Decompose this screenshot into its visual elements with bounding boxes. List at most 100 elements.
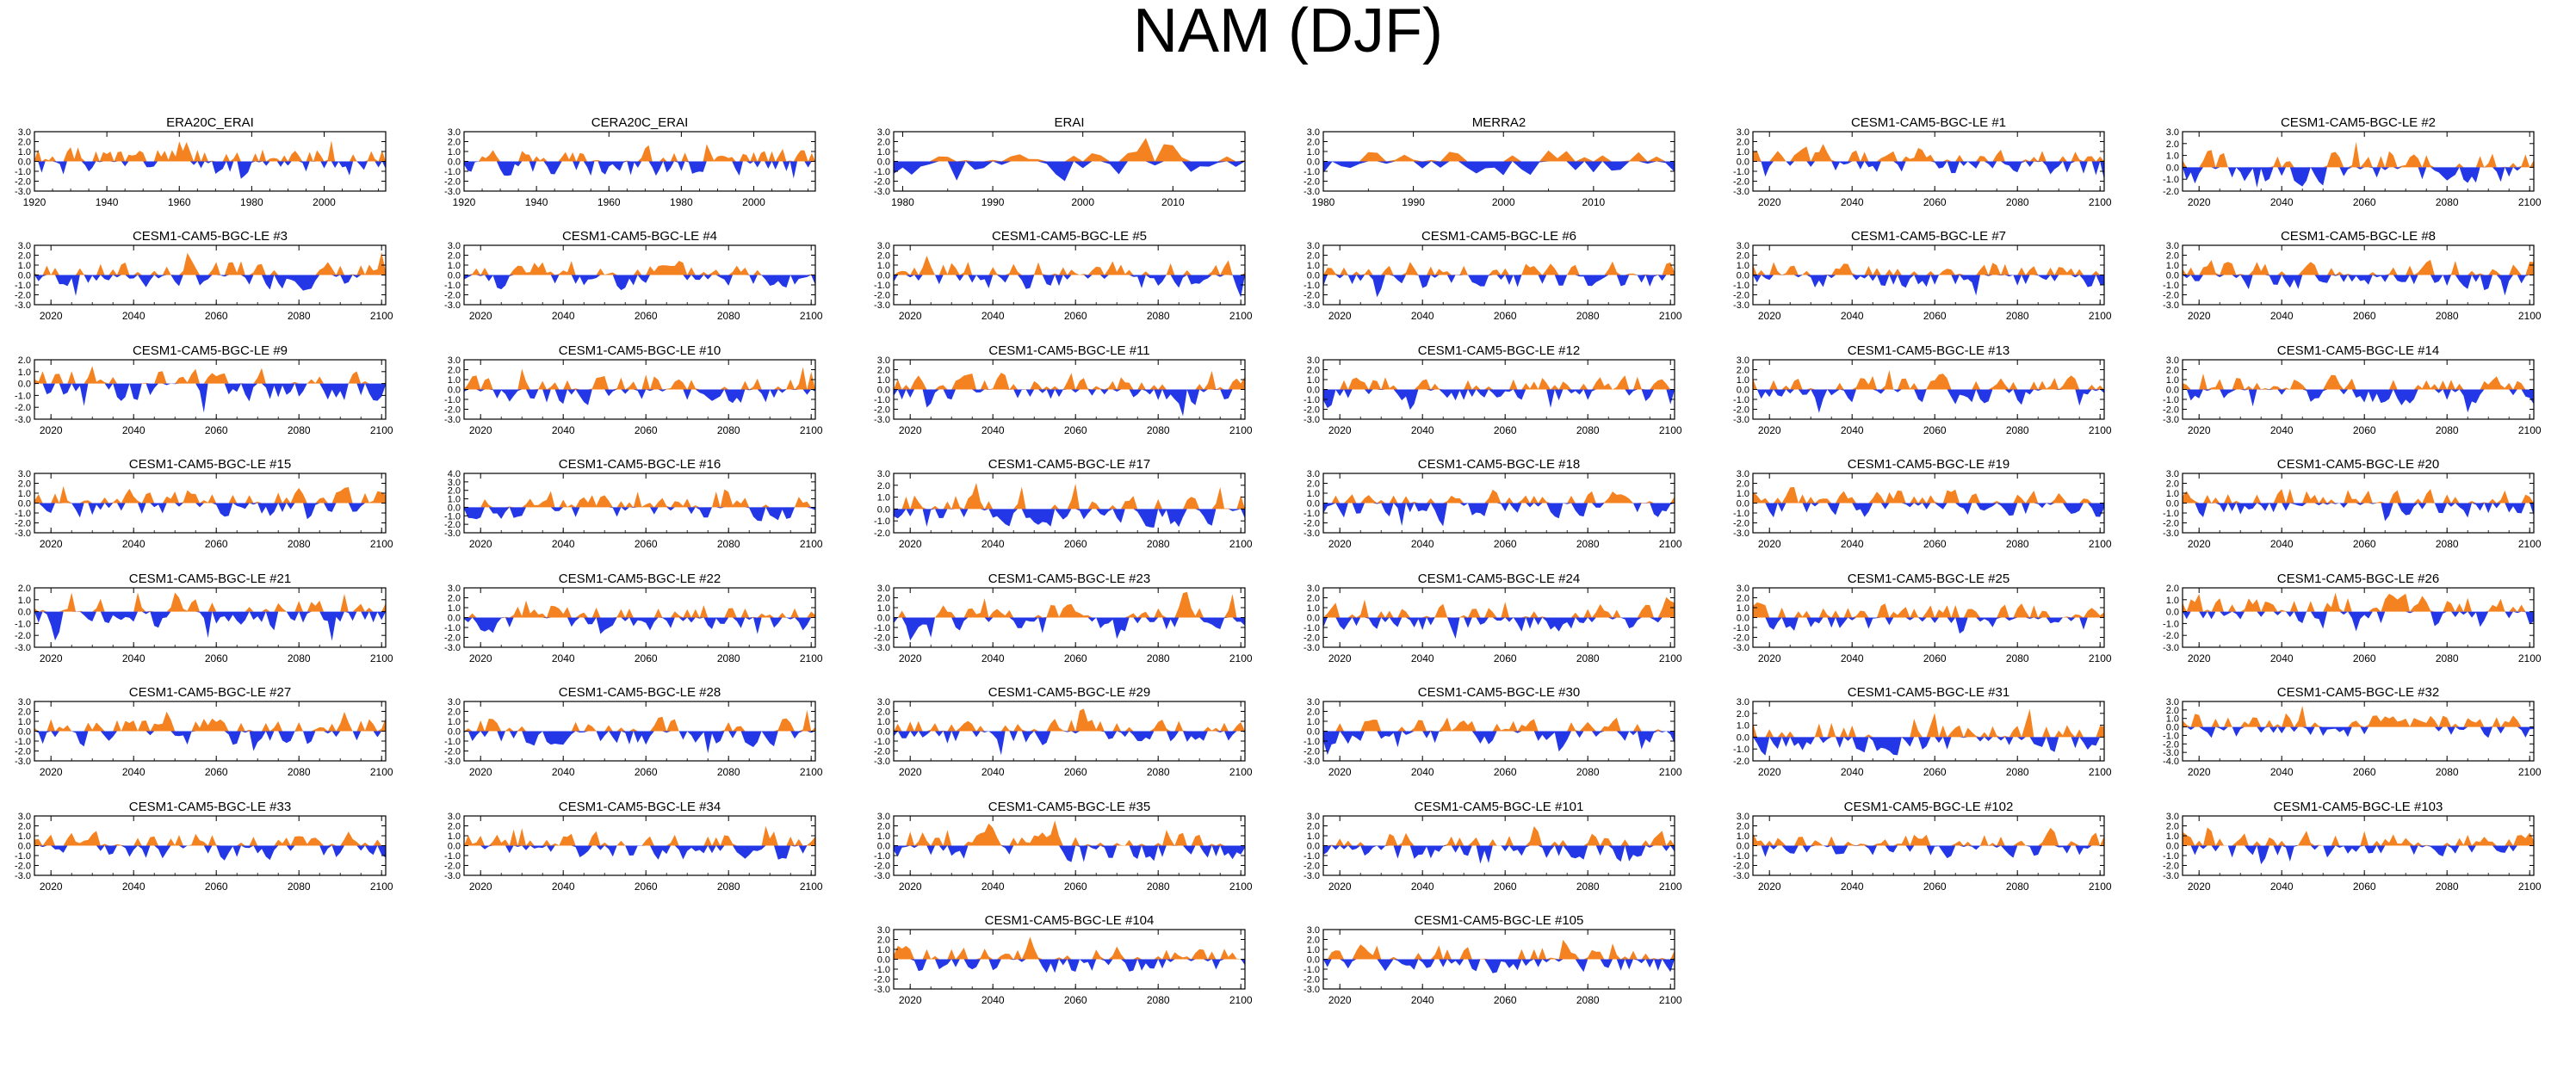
y-tick-label: 1.0 <box>448 495 461 505</box>
y-tick-label: -1.0 <box>874 281 890 291</box>
panel: CESM1-CAM5-BGC-LE #7 3.02.01.00.0-1.0-2.0… <box>1733 229 2112 322</box>
y-tick-label: 1.0 <box>448 375 461 386</box>
y-tick-label: -2.0 <box>2163 739 2179 750</box>
x-tick-label: 2100 <box>1229 994 1253 1006</box>
panel-title: CESM1-CAM5-BGC-LE #15 <box>129 457 291 472</box>
y-tick-label: -3.0 <box>1733 187 1749 197</box>
x-tick-label: 2060 <box>2353 538 2376 550</box>
y-tick-label: 3.0 <box>1737 241 1749 251</box>
x-tick-label: 2020 <box>469 310 492 322</box>
y-tick-label: 2.0 <box>448 708 461 718</box>
y-tick-label: -2.0 <box>444 405 461 416</box>
x-tick-label: 2100 <box>1229 424 1253 436</box>
x-tick-label: 2040 <box>2270 766 2294 778</box>
y-tick-label: 2.0 <box>877 481 890 491</box>
y-tick-label: -1.0 <box>1303 509 1320 519</box>
y-tick-label: 2.0 <box>877 708 890 718</box>
y-tick-label: -3.0 <box>15 528 31 539</box>
positive-area <box>1753 486 2104 504</box>
y-tick-label: 1.0 <box>1737 721 1749 732</box>
x-tick-label: 2040 <box>981 424 1005 436</box>
panel-title: CESM1-CAM5-BGC-LE #32 <box>2277 685 2439 700</box>
x-tick-label: 2020 <box>899 310 922 322</box>
x-tick-label: 2080 <box>288 766 311 778</box>
x-tick-label: 2060 <box>635 881 658 893</box>
y-tick-label: 3.0 <box>18 469 31 479</box>
x-tick-label: 2020 <box>899 538 922 550</box>
x-tick-label: 2010 <box>1582 196 1605 208</box>
panel: CESM1-CAM5-BGC-LE #8 3.02.01.00.0-1.0-2.0… <box>2163 229 2542 322</box>
x-tick-label: 2060 <box>205 310 228 322</box>
panel-title: CESM1-CAM5-BGC-LE #35 <box>988 800 1150 814</box>
positive-area <box>1753 827 2104 846</box>
y-tick-label: -1.0 <box>1733 851 1749 862</box>
x-tick-label: 2060 <box>1064 994 1087 1006</box>
y-tick-label: 3.0 <box>448 584 461 594</box>
x-tick-label: 2080 <box>1147 652 1170 664</box>
positive-area <box>1323 150 1675 162</box>
y-tick-label: -2.0 <box>874 528 890 539</box>
x-tick-label: 2060 <box>1064 766 1087 778</box>
panel-frame <box>2182 701 2535 762</box>
x-tick-label: 2100 <box>800 424 823 436</box>
y-tick-label: 2.0 <box>448 486 461 497</box>
negative-area <box>1323 959 1675 973</box>
y-tick-label: 2.0 <box>448 138 461 148</box>
y-tick-label: -2.0 <box>15 291 31 301</box>
y-tick-label: 2.0 <box>2166 706 2179 716</box>
y-tick-label: -3.0 <box>1303 187 1320 197</box>
x-tick-label: 2020 <box>469 881 492 893</box>
y-tick-label: 2.0 <box>1307 479 1320 490</box>
panel: CESM1-CAM5-BGC-LE #35 3.02.01.00.0-1.0-2.… <box>874 800 1253 893</box>
negative-area <box>1753 161 2104 180</box>
positive-area <box>2183 374 2534 390</box>
panel-frame <box>893 473 1246 534</box>
panel: CESM1-CAM5-BGC-LE #17 3.0 2.0 1.00.0-1.0-2.… <box>874 457 1253 550</box>
y-tick-label: -3.0 <box>1303 528 1320 539</box>
positive-area <box>2183 706 2534 727</box>
x-tick-label: 2060 <box>1064 310 1087 322</box>
panel-title: CESM1-CAM5-BGC-LE #102 <box>1844 800 2014 814</box>
panel: CESM1-CAM5-BGC-LE #16 4.03.02.01.00.0-1.0… <box>444 457 823 550</box>
x-tick-label: 2100 <box>2089 196 2112 208</box>
x-tick-label: 2020 <box>1758 766 1781 778</box>
x-tick-label: 2100 <box>2518 766 2542 778</box>
y-tick-label: 2.0 <box>448 594 461 604</box>
y-tick-label: 2.0 <box>1307 138 1320 148</box>
y-tick-label: 0.0 <box>1737 614 1749 624</box>
x-tick-label: 2040 <box>1411 994 1434 1006</box>
panel-title: CESM1-CAM5-BGC-LE #4 <box>562 229 717 244</box>
x-tick-label: 1990 <box>981 196 1005 208</box>
x-tick-label: 2060 <box>1494 766 1517 778</box>
y-tick-label: 0.0 <box>18 727 31 738</box>
y-tick-label: -2.0 <box>1303 975 1320 986</box>
x-tick-label: 2100 <box>1659 766 1682 778</box>
positive-area <box>2183 827 2534 846</box>
panel: CESM1-CAM5-BGC-LE #34 3.02.01.00.0-1.0-2.… <box>444 800 823 893</box>
x-tick-label: 2020 <box>2188 310 2211 322</box>
negative-area <box>894 509 1245 528</box>
x-tick-label: 2040 <box>2270 196 2294 208</box>
y-tick-label: 2.0 <box>877 936 890 946</box>
x-tick-label: 2100 <box>1229 766 1253 778</box>
panel: CESM1-CAM5-BGC-LE #12 3.02.01.00.0-1.0-2.… <box>1303 343 1682 436</box>
y-tick-label: 3.0 <box>1737 469 1749 479</box>
x-tick-label: 2060 <box>1494 994 1517 1006</box>
y-tick-label: 2.0 <box>1737 479 1749 490</box>
y-tick-label: 1.0 <box>1307 147 1320 158</box>
negative-area <box>464 617 815 634</box>
panel-title: CESM1-CAM5-BGC-LE #103 <box>2274 800 2443 814</box>
panel-title: CESM1-CAM5-BGC-LE #21 <box>129 572 291 586</box>
panel: CESM1-CAM5-BGC-LE #24 3.02.01.00.0-1.0-2.… <box>1303 572 1682 664</box>
x-tick-label: 2080 <box>717 538 740 550</box>
x-tick-label: 2100 <box>800 652 823 664</box>
y-tick-label: 2.0 <box>1307 366 1320 376</box>
x-tick-label: 1980 <box>891 196 914 208</box>
negative-area <box>2183 275 2534 296</box>
negative-area <box>464 161 815 179</box>
x-tick-label: 2100 <box>370 538 393 550</box>
y-tick-label: -1.0 <box>874 167 890 177</box>
y-tick-label: -1.0 <box>2163 395 2179 405</box>
x-tick-label: 2040 <box>1411 538 1434 550</box>
